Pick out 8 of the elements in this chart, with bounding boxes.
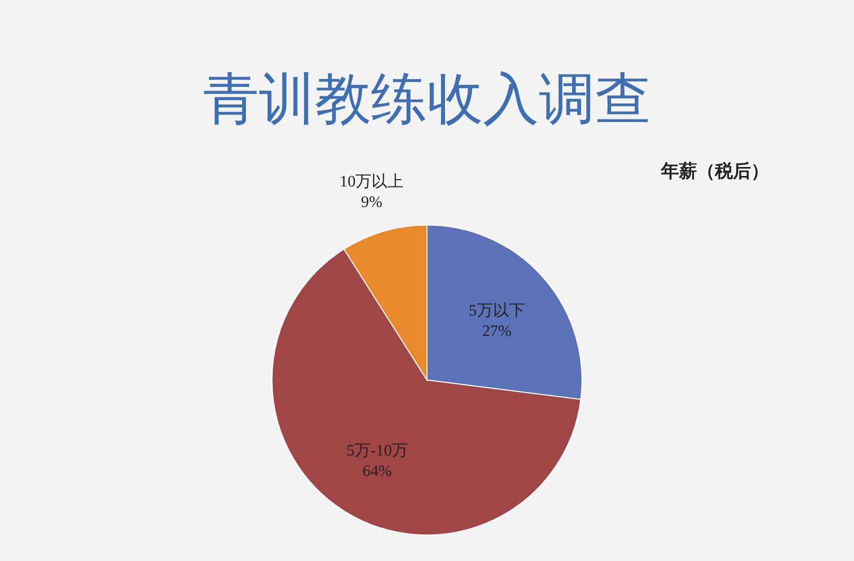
data-label: 27% [482, 323, 512, 340]
slice-label: 5万-10万 [346, 442, 408, 460]
data-label: 9% [360, 194, 382, 212]
data-label: 64% [362, 463, 392, 480]
slice-label: 5万以下 [468, 301, 525, 320]
slice-label: 10万以上 [340, 172, 404, 190]
text: 年薪（税后） [660, 161, 769, 182]
chart-title: 青训教练收入调查 [203, 67, 651, 132]
